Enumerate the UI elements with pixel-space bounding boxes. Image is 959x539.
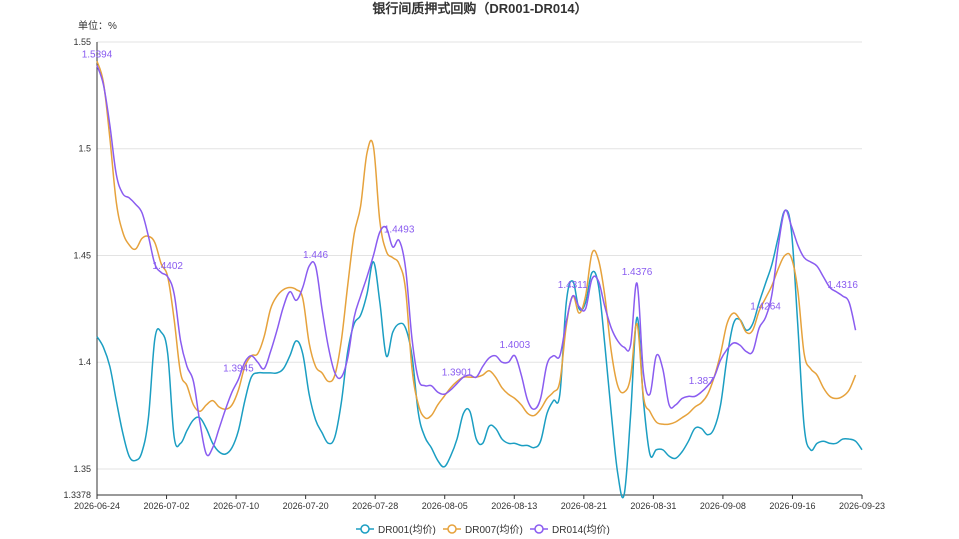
x-tick-label: 2026-08-21 (561, 501, 607, 511)
data-label: 1.4003 (500, 340, 531, 351)
legend-item-1[interactable]: DR001(均价) (356, 524, 436, 536)
data-label: 1.4264 (750, 301, 781, 312)
x-tick-label: 2026-08-13 (491, 501, 537, 511)
legend-marker-icon (534, 524, 544, 534)
x-tick-label: 2026-09-23 (839, 501, 885, 511)
data-label: 1.4493 (384, 225, 415, 236)
y-tick-label: 1.3378 (63, 490, 91, 500)
chart-title: 银行间质押式回购（DR001-DR014） (372, 1, 587, 16)
x-tick-label: 2026-08-31 (630, 501, 676, 511)
y-tick-label: 1.55 (73, 37, 91, 47)
legend-marker-icon (360, 524, 370, 534)
data-label: 1.446 (303, 250, 328, 261)
series-line-2 (96, 60, 857, 426)
legend-marker-icon (447, 524, 457, 534)
x-tick-label: 2026-07-20 (283, 501, 329, 511)
x-tick-label: 2026-07-02 (144, 501, 190, 511)
legend-item-2[interactable]: DR007(均价) (443, 524, 523, 536)
data-label: 1.387 (689, 376, 714, 387)
data-label: 1.4402 (152, 261, 183, 272)
data-label: 1.4316 (827, 280, 858, 291)
y-tick-label: 1.45 (73, 250, 91, 260)
series-lines (96, 60, 863, 499)
legend-item-3[interactable]: DR014(均价) (530, 524, 610, 536)
annotations: 1.5394 1.4402 1.3945 1.446 1.4493 1.3901 1.400… (82, 49, 859, 387)
x-tick-label: 2026-06-24 (74, 501, 120, 511)
data-label: 1.5394 (82, 49, 113, 60)
x-tick-label: 2026-07-10 (213, 501, 259, 511)
data-label: 1.3945 (223, 363, 254, 374)
series-line-3 (96, 65, 857, 457)
x-tick-label: 2026-07-28 (352, 501, 398, 511)
grid (97, 41, 862, 470)
x-tick-label: 2026-09-16 (769, 501, 815, 511)
data-label: 1.4376 (622, 267, 653, 278)
legend[interactable]: DR001(均价) DR007(均价) DR014(均价) (356, 524, 610, 536)
y-tick-label: 1.35 (73, 464, 91, 474)
x-tick-label: 2026-09-08 (700, 501, 746, 511)
legend-label: DR007(均价) (465, 524, 523, 536)
y-tick-label: 1.5 (78, 144, 91, 154)
legend-label: DR001(均价) (378, 524, 436, 536)
legend-label: DR014(均价) (552, 524, 610, 536)
y-tick-label: 1.4 (78, 357, 91, 367)
data-label: 1.4311 (558, 280, 588, 291)
x-tick-label: 2026-08-05 (422, 501, 468, 511)
unit-label: 单位：% (78, 19, 117, 32)
data-label: 1.3901 (442, 368, 473, 379)
series-line-1 (96, 209, 863, 499)
